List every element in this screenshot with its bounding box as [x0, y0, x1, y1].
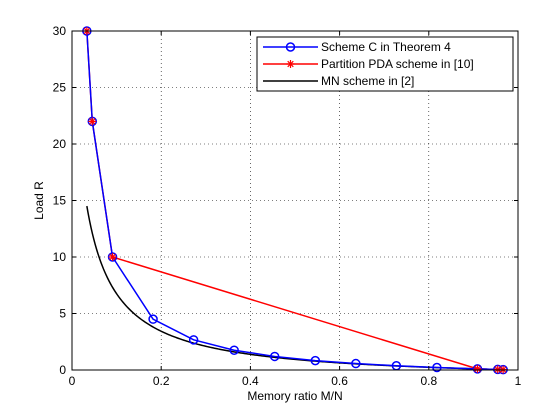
point-partition-pda: [108, 253, 117, 261]
y-tick-label: 0: [59, 363, 66, 377]
x-tick-label: 0: [69, 374, 76, 388]
x-tick-label: 0.6: [331, 374, 348, 388]
y-tick-label: 30: [53, 24, 67, 38]
y-tick-label: 20: [53, 137, 67, 151]
legend-marker-partition-pda: [286, 60, 295, 68]
y-tick-label: 10: [53, 250, 67, 264]
point-scheme-c: [432, 362, 442, 373]
x-tick-label: 0.4: [242, 374, 259, 388]
point-scheme-c: [148, 314, 158, 324]
legend: Scheme C in Theorem 4 Partition PDA sche…: [256, 36, 514, 92]
legend-item-scheme-c: Scheme C in Theorem 4: [263, 40, 451, 54]
y-tick-label: 15: [53, 194, 67, 208]
legend-label-mn-scheme: MN scheme in [2]: [321, 74, 414, 88]
point-partition-pda: [473, 364, 482, 373]
point-scheme-c: [310, 355, 321, 366]
series-line-scheme-c: [86, 30, 504, 371]
legend-label-partition-pda: Partition PDA scheme in [10]: [321, 57, 474, 71]
y-tick-label: 25: [53, 81, 67, 95]
point-scheme-c: [351, 358, 361, 369]
point-scheme-c: [229, 345, 239, 355]
x-tick-label: 1: [515, 374, 522, 388]
legend-item-mn-scheme: MN scheme in [2]: [263, 74, 414, 88]
legend-label-scheme-c: Scheme C in Theorem 4: [321, 40, 451, 54]
x-tick-label: 0.2: [153, 374, 170, 388]
point-scheme-c: [269, 351, 280, 362]
x-tick-label: 0.8: [420, 374, 437, 388]
y-tick-label: 5: [59, 307, 66, 321]
y-axis-label: Load R: [32, 181, 46, 220]
legend-item-partition-pda: Partition PDA scheme in [10]: [263, 57, 474, 71]
x-axis-label: Memory ratio M/N: [247, 389, 342, 403]
legend-marker-scheme-c: [285, 42, 296, 52]
series-layer: [82, 26, 508, 375]
point-partition-pda: [88, 117, 97, 126]
point-scheme-c: [188, 335, 199, 345]
